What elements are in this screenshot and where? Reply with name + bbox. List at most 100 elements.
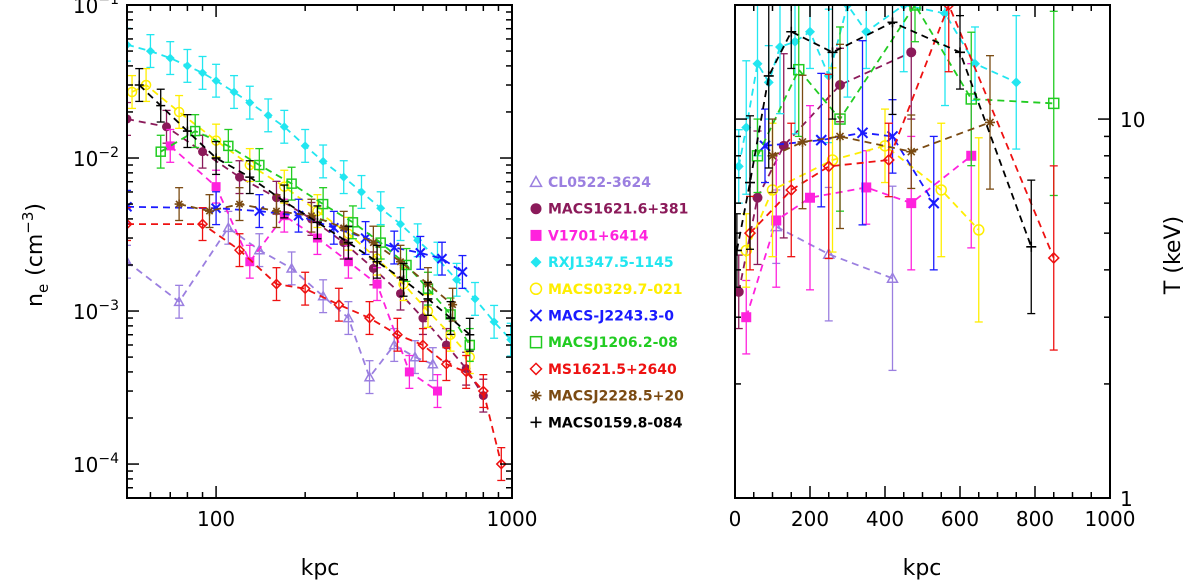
right-axis-ticks: 0 200 400 600 800 1000 10 1: [729, 4, 1145, 531]
right-data-point: [882, 153, 895, 167]
right-data-point: [752, 58, 763, 69]
left-data-point: [254, 159, 265, 171]
legend-marker: [530, 390, 542, 402]
left-data-point: [271, 206, 281, 216]
left-data-point: [165, 141, 175, 151]
right-x-tick-label: 200: [791, 507, 829, 531]
legend-item-cl0522-3624: CL0522-3624: [529, 174, 651, 191]
left-panel: 100 1000 10−1 10−2 10−3 10−4 kpc ne(cm−3): [19, 0, 537, 581]
left-data-point: [211, 182, 221, 192]
left-data-point: [356, 187, 366, 197]
right-panel: 0 200 400 600 800 1000 10 1 kpc T (keV): [729, 4, 1186, 581]
right-data-point: [928, 197, 940, 209]
left-data-point: [409, 351, 421, 362]
left-plot-frame: [126, 4, 513, 499]
left-data-point: [401, 259, 412, 271]
left-data-point: [465, 330, 475, 340]
left-data-point: [372, 257, 382, 267]
left-data-point: [399, 275, 409, 285]
left-data-point: [182, 61, 192, 71]
left-data-point: [457, 266, 468, 278]
left-data-point: [423, 294, 433, 304]
left-data-point: [165, 53, 175, 63]
left-series-line: [138, 84, 471, 336]
legend-marker: [530, 203, 542, 215]
left-series-macs0159-8-084: [134, 67, 475, 352]
legend-item-v1701-6414: V1701+6414: [530, 228, 649, 244]
left-data-point: [173, 295, 185, 307]
left-data-point: [333, 299, 345, 311]
legend-item-macs1621-6-381: MACS1621.6+381: [530, 202, 688, 218]
left-data-point: [372, 279, 382, 289]
left-data-point: [318, 156, 328, 166]
left-y-axis-label: ne(cm−3): [19, 203, 52, 307]
left-data-point: [506, 335, 512, 345]
right-data-point: [909, 5, 921, 11]
legend-item-rxj1347-5-1145: RXJ1347.5-1145: [530, 255, 674, 271]
right-series-line: [736, 21, 1033, 251]
right-series-line: [745, 144, 980, 251]
left-y-tick-label: 10−3: [73, 298, 119, 324]
left-data-point: [427, 358, 439, 369]
right-data-point: [786, 26, 797, 37]
left-data-point: [204, 206, 214, 216]
right-data-point: [797, 136, 808, 147]
right-series-line: [745, 155, 972, 318]
left-data-point: [211, 153, 221, 163]
right-data-point: [741, 312, 752, 323]
left-data-point: [489, 317, 499, 327]
left-data-point: [196, 218, 209, 230]
right-data-point: [790, 36, 800, 47]
left-data-point: [300, 141, 310, 151]
left-data-point: [198, 147, 208, 157]
legend-marker: [530, 256, 542, 268]
left-data-point: [432, 386, 442, 396]
right-series-macsj2228-5-20: [767, 43, 995, 230]
right-data-point: [955, 47, 965, 58]
left-data-point: [368, 263, 378, 273]
left-data-point: [156, 101, 166, 111]
right-x-axis-label: kpc: [903, 556, 942, 581]
right-series-line: [772, 121, 991, 157]
left-data-point: [339, 172, 349, 182]
left-x-tick-label: 100: [197, 507, 235, 531]
legend-label: CL0522-3624: [548, 175, 651, 191]
left-data-point: [233, 244, 246, 256]
left-data-point: [440, 358, 452, 370]
left-data-point: [285, 262, 298, 273]
right-data-point: [856, 127, 869, 139]
right-data-point: [906, 47, 917, 58]
legend-item-macs-j2243-3-0: MACS-J2243.3-0: [529, 309, 674, 325]
left-data-point: [396, 219, 406, 229]
left-series-rxj1347-5-1145: [127, 27, 512, 357]
right-data-point: [906, 146, 917, 157]
left-data-point: [174, 199, 184, 209]
left-y-tick-label: 10−2: [73, 145, 119, 171]
legend-item-macs0329-7-021: MACS0329.7-021: [529, 282, 682, 298]
right-x-tick-label: 1000: [1085, 507, 1136, 531]
left-data-point: [404, 367, 414, 377]
left-data-point: [253, 244, 266, 255]
left-data-point: [286, 178, 297, 189]
right-y-axis-label: T (keV): [1161, 216, 1186, 295]
legend-item-macs0159-8-084: MACS0159.8-084: [530, 415, 683, 431]
legend-item-macsj1206-2-08: MACSJ1206.2-08: [529, 335, 678, 351]
left-data-point: [229, 87, 239, 97]
right-x-tick-label: 400: [866, 507, 904, 531]
right-x-tick-label: 0: [729, 507, 742, 531]
legend-marker: [529, 174, 543, 188]
legend-label: RXJ1347.5-1145: [548, 255, 674, 271]
legend-marker: [529, 282, 543, 296]
right-data-point: [965, 93, 977, 105]
left-y-tick-label: 10−1: [73, 0, 119, 18]
right-series-line: [756, 5, 1054, 157]
left-x-axis-label: kpc: [301, 556, 340, 581]
left-data-point: [155, 146, 166, 157]
left-data-point: [235, 199, 245, 209]
left-data-point: [134, 80, 144, 90]
left-data-point: [263, 110, 273, 120]
left-data-point: [270, 278, 283, 290]
left-data-point: [145, 46, 155, 56]
right-data-point: [985, 117, 995, 128]
right-data-point: [805, 26, 815, 37]
